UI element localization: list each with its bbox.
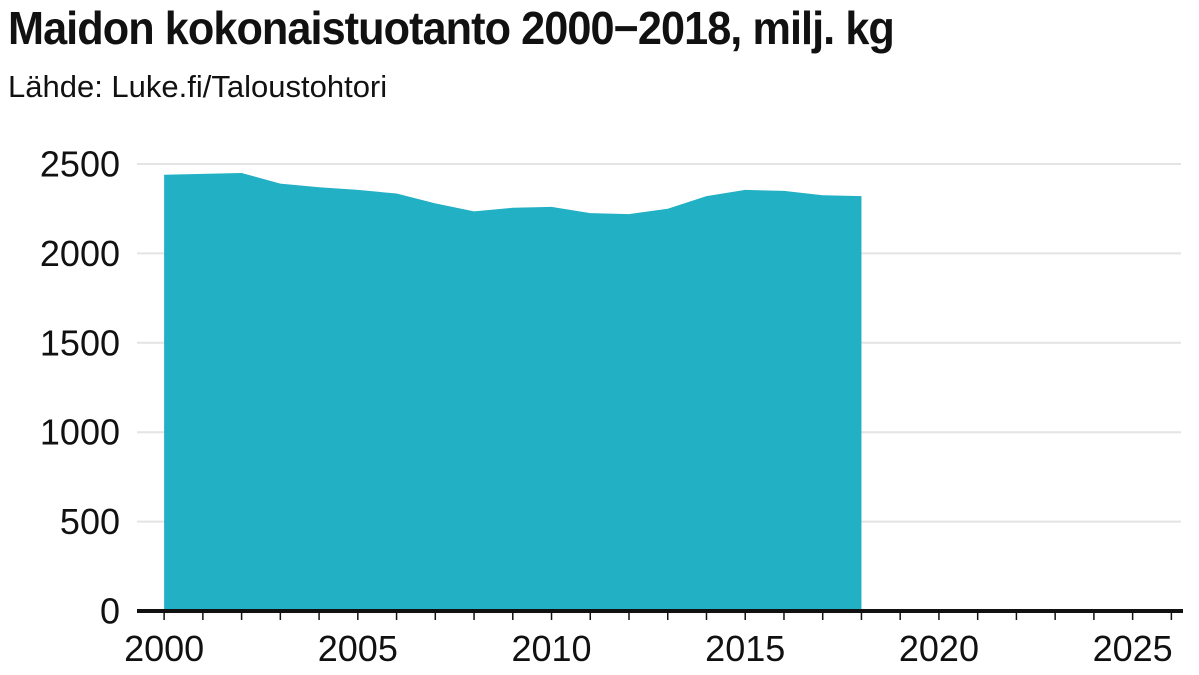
area-fill	[164, 172, 862, 611]
area-series	[164, 172, 862, 611]
x-tick-label-2005: 2005	[318, 628, 398, 669]
y-tick-label-0: 0	[100, 591, 120, 632]
y-axis-labels: 0 500 1000 1500 2000 2500	[40, 144, 120, 632]
x-tick-label-2015: 2015	[705, 628, 785, 669]
y-tick-label-1500: 1500	[40, 322, 120, 363]
chart-source: Lähde: Luke.fi/Taloustohtori	[8, 69, 388, 104]
x-tick-label-2010: 2010	[511, 628, 591, 669]
y-tick-label-2500: 2500	[40, 144, 120, 185]
x-tick-label-2020: 2020	[899, 628, 979, 669]
x-tick-label-2000: 2000	[124, 628, 204, 669]
x-axis-labels: 2000 2005 2010 2015 2020 2025	[124, 628, 1173, 669]
x-tick-label-2025: 2025	[1093, 628, 1173, 669]
y-tick-label-500: 500	[60, 501, 120, 542]
y-tick-label-1000: 1000	[40, 412, 120, 453]
x-axis	[137, 609, 1183, 620]
chart-title: Maidon kokonaistuotanto 2000−2018, milj.…	[8, 2, 895, 54]
y-tick-label-2000: 2000	[40, 233, 120, 274]
